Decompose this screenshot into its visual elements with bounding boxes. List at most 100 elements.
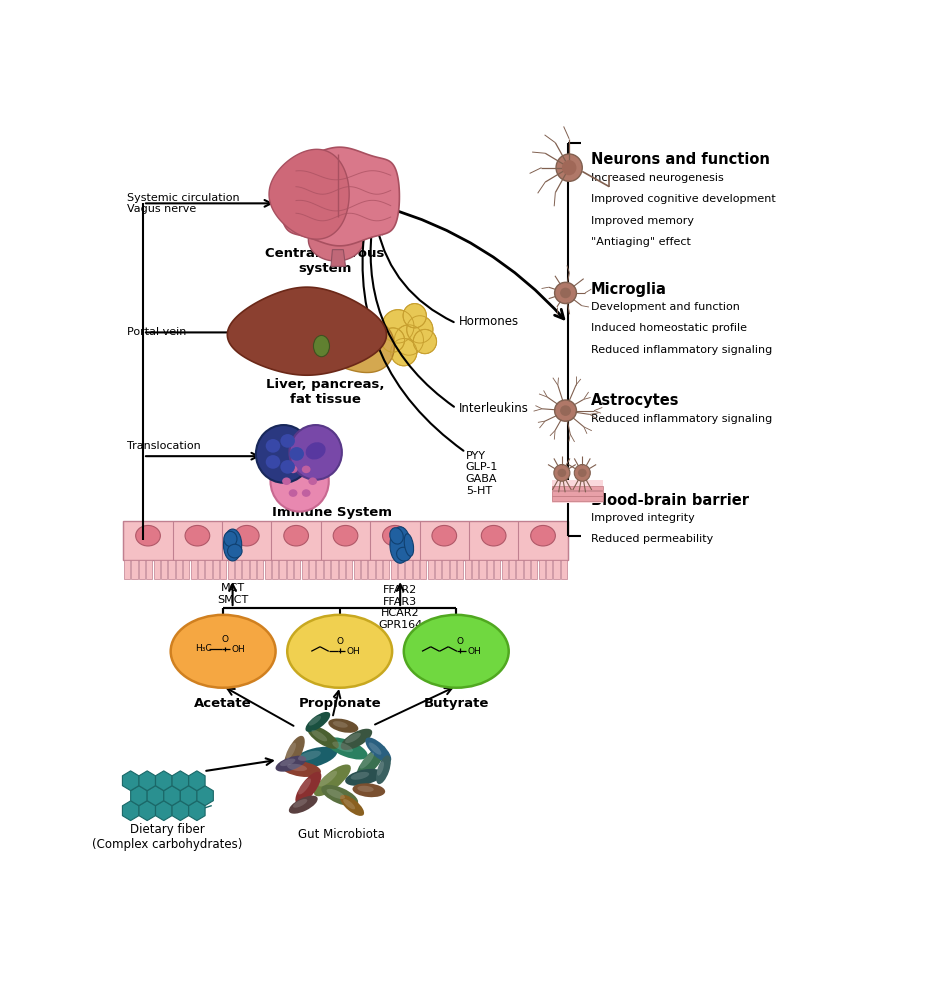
Bar — [227, 560, 234, 579]
Bar — [405, 560, 412, 579]
Polygon shape — [227, 287, 386, 376]
Bar — [553, 480, 603, 503]
Bar — [546, 560, 553, 579]
Ellipse shape — [560, 405, 571, 416]
Text: OH: OH — [346, 647, 360, 656]
Ellipse shape — [298, 750, 321, 761]
Ellipse shape — [314, 764, 351, 797]
Bar — [531, 560, 538, 579]
Ellipse shape — [332, 741, 352, 752]
Ellipse shape — [266, 456, 280, 468]
Ellipse shape — [289, 796, 318, 813]
Ellipse shape — [291, 746, 337, 768]
Ellipse shape — [340, 729, 372, 750]
Ellipse shape — [352, 783, 385, 798]
Text: H₃C: H₃C — [196, 644, 212, 653]
Ellipse shape — [135, 526, 161, 546]
Ellipse shape — [557, 468, 566, 477]
Circle shape — [414, 329, 436, 354]
Ellipse shape — [280, 434, 295, 448]
Ellipse shape — [390, 528, 403, 544]
Bar — [168, 560, 175, 579]
Ellipse shape — [311, 730, 327, 741]
Text: Improved integrity: Improved integrity — [591, 513, 695, 524]
Bar — [191, 560, 196, 579]
Ellipse shape — [404, 615, 509, 688]
Ellipse shape — [366, 738, 391, 762]
Bar — [139, 560, 145, 579]
Text: O: O — [222, 635, 228, 644]
Text: Reduced inflammatory signaling: Reduced inflammatory signaling — [591, 344, 773, 355]
Text: Butyrate: Butyrate — [424, 697, 489, 710]
Text: Improved cognitive development: Improved cognitive development — [591, 194, 776, 204]
Ellipse shape — [431, 526, 457, 546]
Ellipse shape — [185, 526, 210, 546]
Ellipse shape — [321, 785, 358, 807]
Text: Propionate: Propionate — [298, 697, 381, 710]
Ellipse shape — [289, 489, 297, 497]
Ellipse shape — [319, 771, 337, 787]
Bar — [250, 560, 256, 579]
Circle shape — [290, 425, 342, 480]
Bar — [509, 560, 515, 579]
Ellipse shape — [560, 288, 571, 298]
Bar — [338, 560, 345, 579]
Text: Reduced inflammatory signaling: Reduced inflammatory signaling — [591, 414, 773, 424]
Bar — [346, 560, 352, 579]
Text: Blood-brain barrier: Blood-brain barrier — [591, 493, 749, 508]
Text: Portal vein: Portal vein — [127, 327, 186, 337]
Text: Central nervous
system: Central nervous system — [265, 247, 384, 275]
Polygon shape — [269, 149, 349, 240]
Ellipse shape — [377, 761, 384, 776]
Bar — [553, 496, 603, 501]
Ellipse shape — [282, 477, 290, 485]
Bar — [124, 560, 130, 579]
Text: Acetate: Acetate — [195, 697, 252, 710]
Bar — [146, 560, 152, 579]
Ellipse shape — [383, 526, 407, 546]
Ellipse shape — [308, 477, 317, 485]
Bar — [398, 560, 404, 579]
Bar — [258, 560, 263, 579]
Polygon shape — [331, 249, 346, 266]
Bar — [220, 560, 227, 579]
Text: Reduced permeability: Reduced permeability — [591, 534, 713, 544]
Ellipse shape — [286, 742, 296, 759]
Ellipse shape — [224, 531, 237, 546]
Bar — [153, 560, 160, 579]
Ellipse shape — [531, 526, 556, 546]
Bar — [206, 560, 212, 579]
Ellipse shape — [290, 447, 304, 460]
Bar — [265, 560, 271, 579]
Text: PYY
GLP-1
GABA
5-HT: PYY GLP-1 GABA 5-HT — [465, 451, 498, 496]
Bar — [457, 560, 463, 579]
Bar — [376, 560, 382, 579]
Ellipse shape — [307, 726, 338, 748]
Ellipse shape — [390, 527, 411, 563]
Ellipse shape — [404, 533, 414, 556]
Ellipse shape — [306, 712, 330, 732]
Bar — [161, 560, 167, 579]
Ellipse shape — [340, 795, 364, 816]
Bar — [487, 560, 494, 579]
Ellipse shape — [376, 755, 391, 784]
Ellipse shape — [280, 758, 295, 766]
Circle shape — [556, 154, 582, 181]
Text: Improved memory: Improved memory — [591, 216, 694, 226]
Ellipse shape — [284, 736, 305, 769]
Ellipse shape — [293, 799, 307, 808]
Circle shape — [407, 316, 433, 343]
Ellipse shape — [171, 615, 275, 688]
Ellipse shape — [360, 752, 374, 769]
Bar — [317, 560, 322, 579]
Bar — [361, 560, 368, 579]
Ellipse shape — [295, 772, 321, 805]
Bar — [368, 560, 374, 579]
Ellipse shape — [287, 764, 307, 771]
Bar — [331, 560, 337, 579]
Ellipse shape — [308, 716, 321, 726]
Ellipse shape — [266, 439, 280, 453]
Circle shape — [391, 338, 417, 366]
Text: Induced homeostatic profile: Induced homeostatic profile — [591, 323, 747, 333]
Ellipse shape — [313, 335, 330, 357]
